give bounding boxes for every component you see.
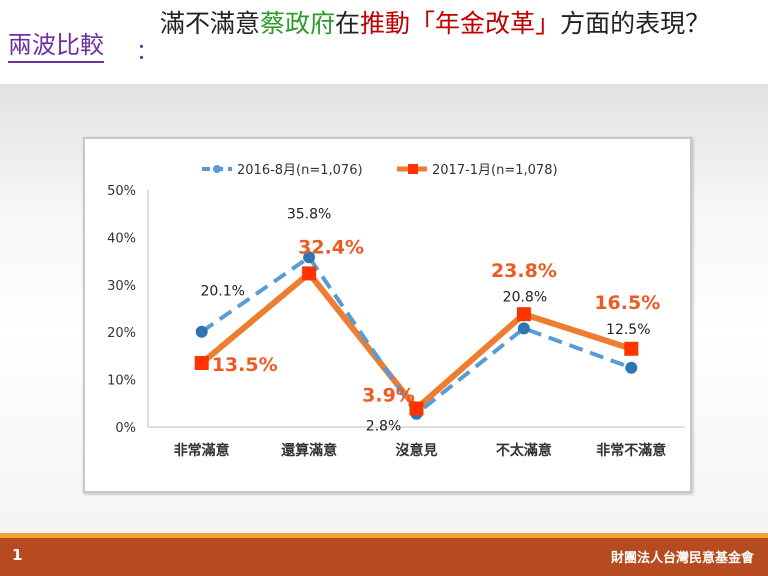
point-2016 xyxy=(195,325,208,338)
point-2017 xyxy=(409,401,424,416)
data-label-2017: 16.5% xyxy=(594,292,660,314)
data-label-2017: 3.9% xyxy=(362,385,415,407)
slide-title: 滿不滿意蔡政府在推動「年金改革」方面的表現？ xyxy=(160,6,760,42)
point-2017 xyxy=(516,307,531,322)
organization-name: 財團法人台灣民意基金會 xyxy=(610,551,754,566)
x-category-label: 還算滿意 xyxy=(281,442,337,459)
data-label-2016: 35.8% xyxy=(287,206,331,222)
label-colon: ： xyxy=(136,40,159,65)
data-label-2016: 12.5% xyxy=(606,322,650,338)
data-label-2017: 23.8% xyxy=(491,260,557,282)
data-label-2017: 32.4% xyxy=(298,236,364,258)
data-label-2016: 20.8% xyxy=(503,289,547,305)
point-2016 xyxy=(625,361,638,374)
y-tick-label: 20% xyxy=(107,326,136,341)
comparison-label: 兩波比較 xyxy=(8,30,104,63)
point-2017 xyxy=(194,356,209,371)
slide-footer: 1 財團法人台灣民意基金會 xyxy=(0,538,768,576)
point-2016 xyxy=(303,251,316,264)
series-line-2016 xyxy=(200,255,632,416)
y-tick-label: 30% xyxy=(107,279,136,294)
data-label-2016: 2.8% xyxy=(366,419,402,435)
y-tick-label: 10% xyxy=(107,374,136,389)
title-part-4: 推動「年金改革」 xyxy=(360,9,561,38)
legend-label-2016: 2016-8月(n=1,076) xyxy=(237,163,363,178)
x-category-label: 非常不滿意 xyxy=(596,442,666,459)
x-category-label: 不太滿意 xyxy=(496,442,552,459)
y-tick-label: 50% xyxy=(107,184,136,199)
data-label-2017: 13.5% xyxy=(212,354,278,376)
chart-frame: 0% 10% 20% 30% 40% 50% 非常滿意 還算滿意 沒意見 不太滿意 非常不滿意 201… xyxy=(83,137,692,493)
footer-accent xyxy=(0,533,768,538)
title-part-2: 蔡政府 xyxy=(260,9,336,38)
line-chart: 0% 10% 20% 30% 40% 50% 非常滿意 還算滿意 沒意見 不太滿意 非常不滿意 201… xyxy=(107,163,685,459)
y-tick-label: 40% xyxy=(107,231,136,246)
point-2017 xyxy=(302,266,317,281)
title-part-3: 在 xyxy=(335,9,361,38)
point-2017 xyxy=(624,341,639,356)
title-part-1: 滿不滿意 xyxy=(160,9,261,38)
legend-marker-2017 xyxy=(408,164,418,174)
point-2016 xyxy=(517,322,530,335)
legend-label-2017: 2017-1月(n=1,078) xyxy=(432,163,558,178)
data-label-2016: 20.1% xyxy=(200,284,244,300)
x-category-label: 非常滿意 xyxy=(174,442,230,459)
series-line-2017 xyxy=(199,270,633,412)
legend-marker-2016 xyxy=(213,165,221,173)
y-tick-label: 0% xyxy=(115,421,136,436)
x-category-label: 沒意見 xyxy=(396,442,438,459)
title-part-5: 方面的表現？ xyxy=(560,9,711,38)
slide-header: 兩波比較 ： 滿不滿意蔡政府在推動「年金改革」方面的表現？ xyxy=(0,0,768,84)
page-number: 1 xyxy=(12,546,23,564)
